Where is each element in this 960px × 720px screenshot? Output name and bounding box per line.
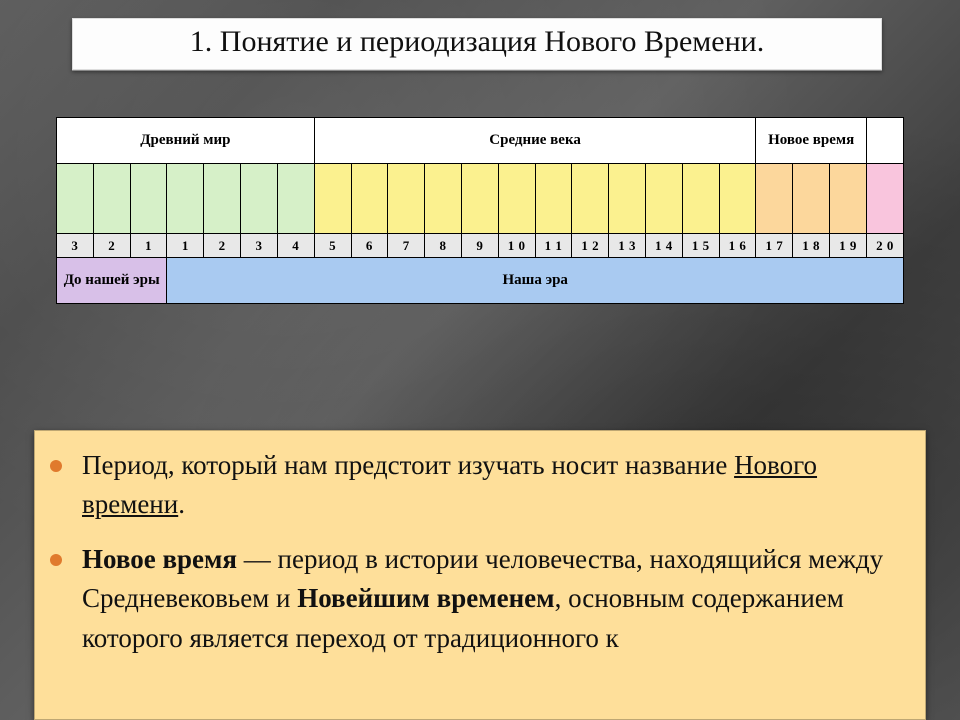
- century-number-cell: 1 8: [793, 234, 830, 258]
- timeline-era-row: До нашей эрыНаша эра: [57, 258, 904, 304]
- century-number-cell: 1 2: [572, 234, 609, 258]
- century-color-cell: [793, 164, 830, 234]
- century-color-cell: [535, 164, 572, 234]
- bullet-2-bold-c: Новейшим временем: [297, 583, 554, 613]
- century-number-cell: 2: [204, 234, 241, 258]
- century-color-cell: [682, 164, 719, 234]
- bullet-item-2: Новое время — период в истории человечес…: [72, 540, 904, 657]
- century-number-cell: 1: [167, 234, 204, 258]
- century-number-cell: 1 3: [609, 234, 646, 258]
- century-color-cell: [204, 164, 241, 234]
- century-number-cell: 2: [93, 234, 130, 258]
- century-color-cell: [498, 164, 535, 234]
- century-color-cell: [572, 164, 609, 234]
- century-number-cell: 1 0: [498, 234, 535, 258]
- timeline-period-row: Древний мирСредние векаНовое время: [57, 118, 904, 164]
- century-number-cell: 2 0: [866, 234, 903, 258]
- century-number-cell: 3: [57, 234, 94, 258]
- century-color-cell: [830, 164, 867, 234]
- century-color-cell: [241, 164, 278, 234]
- content-text-box: Период, который нам предстоит изучать но…: [34, 430, 926, 720]
- century-number-cell: 8: [425, 234, 462, 258]
- century-color-cell: [93, 164, 130, 234]
- century-number-cell: 4: [277, 234, 314, 258]
- century-number-cell: 7: [388, 234, 425, 258]
- century-color-cell: [461, 164, 498, 234]
- bullet-item-1: Период, который нам предстоит изучать но…: [72, 446, 904, 524]
- century-number-cell: 1: [130, 234, 167, 258]
- century-number-cell: 1 6: [719, 234, 756, 258]
- period-header: [866, 118, 903, 164]
- period-header: Древний мир: [57, 118, 315, 164]
- century-number-cell: 1 7: [756, 234, 793, 258]
- century-number-cell: 3: [241, 234, 278, 258]
- century-number-cell: 1 4: [646, 234, 683, 258]
- century-color-cell: [388, 164, 425, 234]
- century-color-cell: [167, 164, 204, 234]
- timeline-table: Древний мирСредние векаНовое время 32112…: [56, 117, 904, 304]
- timeline-color-row: [57, 164, 904, 234]
- slide-title: 1. Понятие и периодизация Нового Времени…: [86, 24, 868, 60]
- timeline-table-wrap: Древний мирСредние векаНовое время 32112…: [56, 117, 904, 304]
- era-cell: До нашей эры: [57, 258, 167, 304]
- bullet-2-bold-a: Новое время: [82, 544, 237, 574]
- period-header: Новое время: [756, 118, 866, 164]
- century-color-cell: [57, 164, 94, 234]
- period-header: Средние века: [314, 118, 756, 164]
- era-cell: Наша эра: [167, 258, 904, 304]
- century-number-cell: 5: [314, 234, 351, 258]
- timeline-number-row: 3211234567891 01 11 21 31 41 51 61 71 81…: [57, 234, 904, 258]
- century-number-cell: 6: [351, 234, 388, 258]
- century-number-cell: 1 9: [830, 234, 867, 258]
- century-color-cell: [351, 164, 388, 234]
- bullet-1-text-b: .: [178, 489, 185, 519]
- century-number-cell: 9: [461, 234, 498, 258]
- slide-title-card: 1. Понятие и периодизация Нового Времени…: [72, 18, 882, 70]
- century-number-cell: 1 5: [682, 234, 719, 258]
- century-color-cell: [756, 164, 793, 234]
- century-color-cell: [646, 164, 683, 234]
- century-color-cell: [277, 164, 314, 234]
- century-color-cell: [425, 164, 462, 234]
- century-color-cell: [866, 164, 903, 234]
- bullet-1-text-a: Период, который нам предстоит изучать но…: [82, 450, 734, 480]
- century-color-cell: [719, 164, 756, 234]
- century-color-cell: [130, 164, 167, 234]
- century-color-cell: [314, 164, 351, 234]
- century-number-cell: 1 1: [535, 234, 572, 258]
- century-color-cell: [609, 164, 646, 234]
